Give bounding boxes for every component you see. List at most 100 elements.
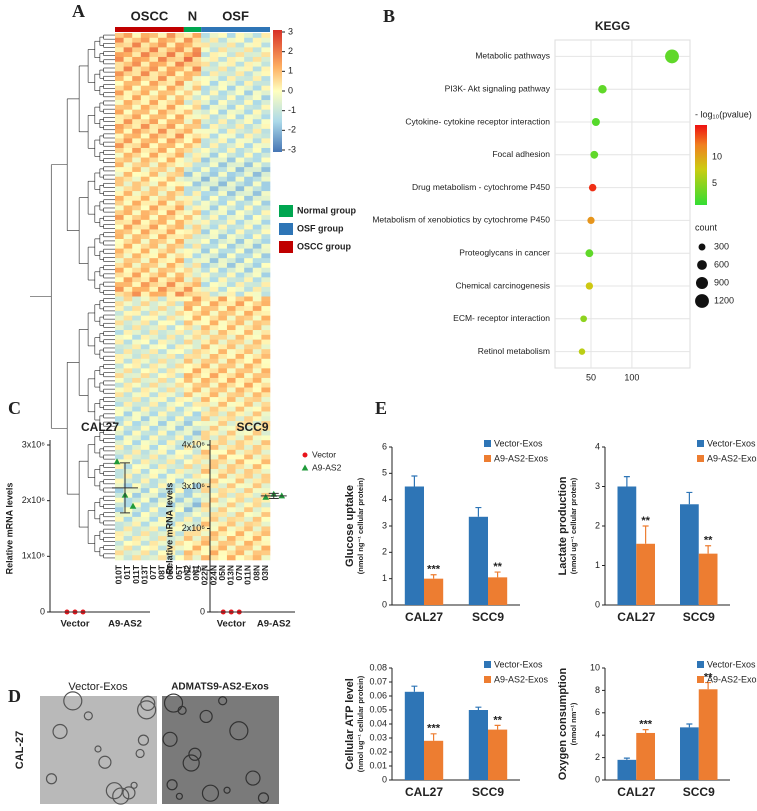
heatmap-cell xyxy=(183,133,193,139)
heatmap-cell xyxy=(209,133,219,139)
heatmap-cell xyxy=(218,334,228,340)
heatmap-cell xyxy=(149,353,159,360)
heatmap-cell xyxy=(261,306,271,312)
heatmap-cell xyxy=(123,229,133,235)
heatmap-cell xyxy=(218,430,228,436)
heatmap-cell xyxy=(166,291,176,297)
heatmap-cell xyxy=(192,162,202,168)
heatmap-cell xyxy=(183,521,193,527)
heatmap-cell xyxy=(166,521,176,527)
heatmap-cell xyxy=(123,310,133,316)
heatmap-cell xyxy=(149,358,159,364)
heatmap-cell xyxy=(158,167,167,173)
heatmap-cell xyxy=(166,421,176,427)
heatmap-cell xyxy=(209,181,219,187)
heatmap-cell xyxy=(123,555,133,561)
heatmap-cell xyxy=(218,325,228,331)
heatmap-cell xyxy=(192,488,202,494)
heatmap-cell xyxy=(218,392,228,398)
heatmap-cell xyxy=(192,373,202,379)
heatmap-cell xyxy=(235,339,245,345)
heatmap-cell xyxy=(183,147,193,154)
heatmap-cell xyxy=(252,540,262,546)
heatmap-cell xyxy=(123,176,133,182)
y-axis-unit: (nmol ng⁻¹ cellular protein) xyxy=(356,477,365,574)
y-tick-label: 3 xyxy=(595,481,600,491)
heatmap-cell xyxy=(226,555,236,561)
heatmap-cell xyxy=(192,186,202,192)
heatmap-cell xyxy=(244,310,254,316)
heatmap-cell xyxy=(235,349,245,355)
bubble xyxy=(598,84,607,94)
heatmap-cell xyxy=(201,521,211,527)
heatmap-cell xyxy=(226,37,236,43)
heatmap-cell xyxy=(226,330,236,336)
error-bar xyxy=(475,706,482,710)
heatmap-cell xyxy=(209,516,219,522)
heatmap-cell xyxy=(140,382,150,388)
heatmap-cell xyxy=(192,291,202,297)
heatmap-cell xyxy=(252,349,262,355)
heatmap-cell xyxy=(183,435,193,441)
size-legend-label: 300 xyxy=(714,241,729,251)
heatmap-cell xyxy=(244,71,254,77)
heatmap-cell xyxy=(140,468,150,475)
heatmap-cell xyxy=(218,171,228,178)
heatmap-cell xyxy=(235,353,245,360)
heatmap-cell xyxy=(218,33,228,39)
heatmap-cell xyxy=(218,253,228,259)
heatmap-cell xyxy=(132,512,142,518)
heatmap-cell xyxy=(218,224,228,230)
vesicle xyxy=(162,731,178,747)
heatmap-cell xyxy=(261,253,271,259)
heatmap-cell xyxy=(209,440,219,446)
heatmap-cell xyxy=(235,512,245,518)
heatmap-cell xyxy=(115,445,124,451)
heatmap-cell xyxy=(244,387,254,393)
heatmap-cell xyxy=(175,320,185,326)
heatmap-cell xyxy=(252,224,262,230)
heatmap-cell xyxy=(252,210,262,216)
error-bar xyxy=(642,729,649,733)
heatmap-cell xyxy=(149,334,159,340)
heatmap-cell xyxy=(158,468,167,475)
heatmap-cell xyxy=(226,119,236,125)
heatmap-cell xyxy=(192,56,202,63)
heatmap-cell xyxy=(115,377,124,384)
heatmap-cell xyxy=(252,406,262,412)
error-bar xyxy=(623,476,630,487)
heatmap-cell xyxy=(175,195,185,201)
heatmap-cell xyxy=(226,152,236,158)
heatmap-cell xyxy=(209,435,219,441)
y-tick-label: 1x10⁶ xyxy=(182,565,206,575)
heatmap-cell xyxy=(218,104,228,110)
heatmap-cell xyxy=(244,80,254,86)
heatmap-cell xyxy=(158,109,167,115)
heatmap-cell xyxy=(115,171,124,178)
heatmap-cell xyxy=(123,449,133,455)
heatmap-cell xyxy=(123,358,133,364)
heatmap-cell xyxy=(132,330,142,336)
heatmap-cell xyxy=(192,349,202,355)
heatmap-cell xyxy=(183,47,193,53)
heatmap-cell xyxy=(166,473,176,479)
heatmap-cell xyxy=(123,277,133,283)
heatmap-cell xyxy=(123,138,133,144)
heatmap-cell xyxy=(158,100,167,106)
heatmap-cell xyxy=(166,545,176,551)
heatmap-cell xyxy=(175,440,185,446)
heatmap-cell xyxy=(252,167,262,173)
heatmap-cell xyxy=(123,234,133,240)
heatmap-cell xyxy=(226,95,236,101)
heatmap-cell xyxy=(132,315,142,321)
heatmap-cell xyxy=(140,224,150,230)
heatmap-cell xyxy=(218,296,228,302)
heatmap-cell xyxy=(115,368,124,374)
heatmap-cell xyxy=(158,76,167,82)
heatmap-cell xyxy=(183,416,193,422)
heatmap-cell xyxy=(252,277,262,283)
heatmap-cell xyxy=(252,286,262,293)
heatmap-cell xyxy=(166,310,176,316)
heatmap-cell xyxy=(166,315,176,321)
heatmap-cell xyxy=(244,550,254,556)
